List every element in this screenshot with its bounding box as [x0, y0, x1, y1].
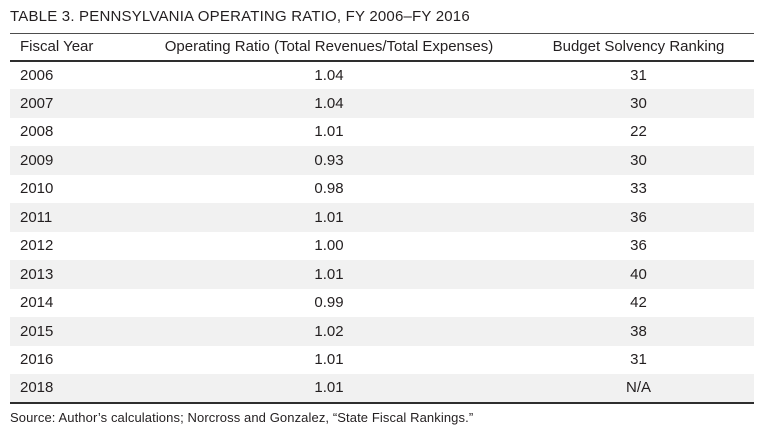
- table-row: 2015 1.02 38: [10, 317, 754, 346]
- table-body: 2006 1.04 31 2007 1.04 30 2008 1.01 22 2…: [10, 60, 754, 403]
- operating-ratio-cell: 1.01: [314, 123, 344, 141]
- fiscal-year-cell: 2010: [20, 180, 54, 198]
- ranking-cell: 38: [630, 322, 647, 340]
- fiscal-year-cell: 2009: [20, 151, 54, 169]
- table-header: Fiscal Year Operating Ratio (Total Reven…: [10, 33, 754, 61]
- operating-ratio-table: Fiscal Year Operating Ratio (Total Reven…: [10, 33, 754, 404]
- ranking-cell: 36: [630, 208, 647, 226]
- fiscal-year-cell: 2018: [20, 379, 54, 397]
- fiscal-year-cell: 2012: [20, 237, 54, 255]
- operating-ratio-cell: 0.93: [314, 151, 344, 169]
- fiscal-year-cell: 2014: [20, 294, 54, 312]
- table-row: 2014 0.99 42: [10, 288, 754, 317]
- table-row: 2008 1.01 22: [10, 117, 754, 146]
- source-note: Source: Author’s calculations; Norcross …: [10, 409, 474, 425]
- table-row: 2006 1.04 31: [10, 60, 754, 89]
- ranking-cell: 42: [630, 294, 647, 312]
- table-row: 2012 1.00 36: [10, 231, 754, 260]
- table-row: 2013 1.01 40: [10, 260, 754, 289]
- fiscal-year-cell: 2016: [20, 351, 54, 369]
- ranking-cell: 30: [630, 94, 647, 112]
- table-row: 2018 1.01 N/A: [10, 374, 754, 403]
- ranking-cell: 30: [630, 151, 647, 169]
- ranking-cell: 36: [630, 237, 647, 255]
- header-row: Fiscal Year Operating Ratio (Total Reven…: [10, 33, 754, 61]
- operating-ratio-cell: 1.01: [314, 208, 344, 226]
- table-title: TABLE 3. PENNSYLVANIA OPERATING RATIO, F…: [10, 8, 470, 25]
- fiscal-year-cell: 2008: [20, 123, 54, 141]
- fiscal-year-cell: 2006: [20, 66, 54, 84]
- table-row: 2007 1.04 30: [10, 89, 754, 118]
- ranking-cell: 22: [630, 123, 647, 141]
- fiscal-year-cell: 2007: [20, 94, 54, 112]
- fiscal-year-cell: 2015: [20, 322, 54, 340]
- operating-ratio-cell: 1.04: [314, 66, 344, 84]
- table-row: 2016 1.01 31: [10, 345, 754, 374]
- col-header-fiscal-year: Fiscal Year: [20, 38, 94, 56]
- operating-ratio-cell: 1.01: [314, 351, 344, 369]
- fiscal-year-cell: 2013: [20, 265, 54, 283]
- ranking-cell: 33: [630, 180, 647, 198]
- operating-ratio-cell: 1.00: [314, 237, 344, 255]
- ranking-cell: N/A: [625, 379, 651, 397]
- ranking-cell: 31: [630, 351, 647, 369]
- ranking-cell: 31: [630, 66, 647, 84]
- table-row: 2010 0.98 33: [10, 174, 754, 203]
- ranking-cell: 40: [630, 265, 647, 283]
- operating-ratio-cell: 1.01: [314, 379, 344, 397]
- col-header-budget-solvency-ranking: Budget Solvency Ranking: [552, 38, 725, 56]
- table-row: 2011 1.01 36: [10, 203, 754, 232]
- table-row: 2009 0.93 30: [10, 146, 754, 175]
- operating-ratio-cell: 1.01: [314, 265, 344, 283]
- operating-ratio-cell: 0.99: [314, 294, 344, 312]
- operating-ratio-cell: 1.02: [314, 322, 344, 340]
- operating-ratio-cell: 0.98: [314, 180, 344, 198]
- col-header-operating-ratio: Operating Ratio (Total Revenues/Total Ex…: [164, 38, 494, 56]
- fiscal-year-cell: 2011: [20, 208, 53, 226]
- operating-ratio-cell: 1.04: [314, 94, 344, 112]
